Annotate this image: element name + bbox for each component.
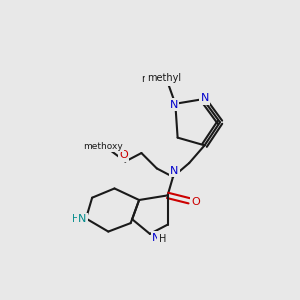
Text: N: N [152,233,160,243]
Text: N: N [169,100,178,110]
Text: H: H [71,214,79,224]
Text: methyl: methyl [147,73,181,82]
Text: N: N [170,166,179,176]
Text: N: N [200,93,209,103]
Text: methyl: methyl [143,75,177,85]
Text: O: O [119,150,128,160]
Text: methoxy: methoxy [83,142,123,151]
Text: N: N [78,214,86,224]
Text: H: H [158,234,166,244]
Text: O: O [191,197,200,207]
Text: methyl: methyl [141,74,175,84]
